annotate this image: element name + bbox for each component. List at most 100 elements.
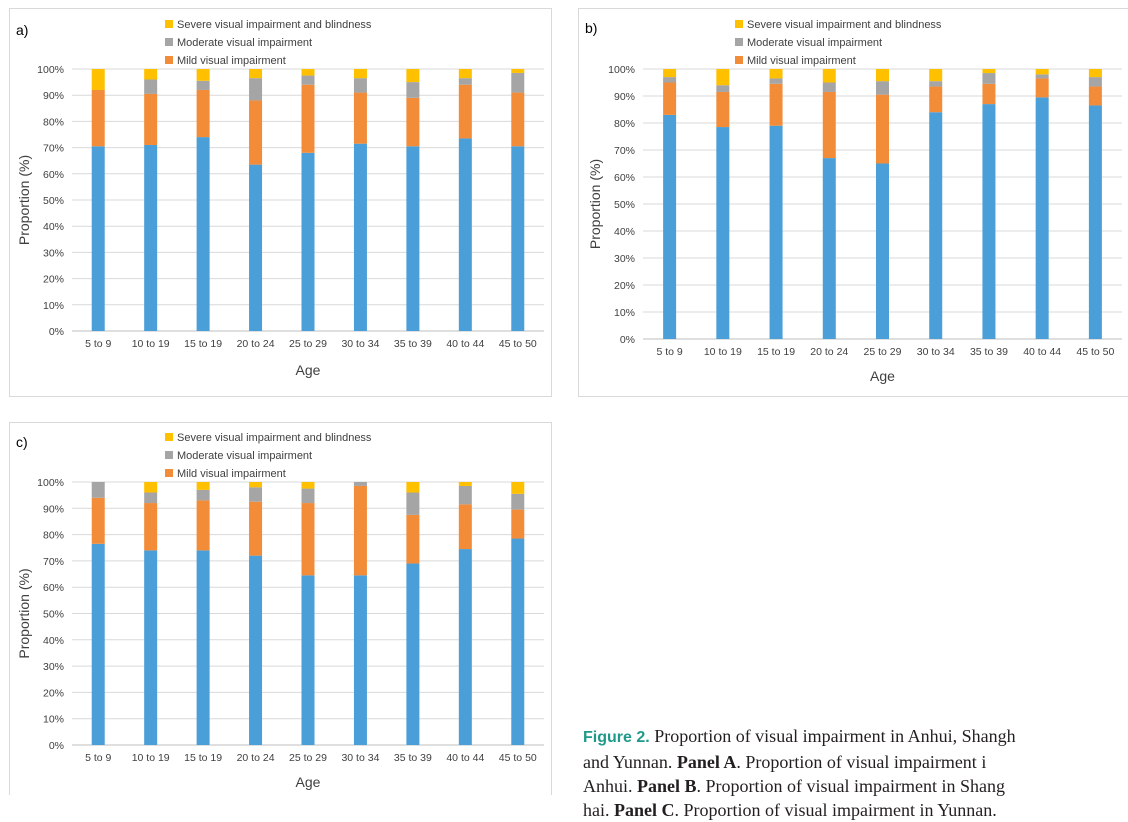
bar-mild — [249, 501, 263, 556]
bar-moderate — [196, 489, 210, 501]
bar-normal — [353, 143, 367, 331]
bar-severe — [511, 482, 525, 494]
bar-moderate — [196, 80, 210, 90]
y-tick-label: 50% — [43, 195, 64, 207]
legend-label-moderate: Moderate visual impairment — [177, 450, 312, 462]
y-tick-label: 70% — [43, 556, 64, 568]
bar-mild — [144, 503, 158, 551]
y-tick-label: 60% — [43, 582, 64, 594]
y-tick-label: 10% — [614, 307, 635, 319]
bar-mild — [822, 91, 836, 159]
y-tick-label: 60% — [614, 172, 635, 184]
bar-moderate — [929, 81, 943, 87]
bar-severe — [353, 69, 367, 79]
bar-moderate — [511, 493, 525, 510]
legend-label-severe: Severe visual impairment and blindness — [747, 19, 942, 31]
y-tick-label: 50% — [43, 609, 64, 621]
bar-moderate — [144, 492, 158, 504]
bar-moderate — [353, 482, 367, 486]
caption-line4-start: hai. — [583, 800, 614, 820]
x-tick-label: 10 to 19 — [704, 346, 742, 358]
legend-swatch-moderate — [165, 38, 173, 46]
y-tick-label: 100% — [608, 64, 635, 76]
x-tick-label: 5 to 9 — [656, 346, 682, 358]
bar-mild — [458, 84, 472, 139]
x-tick-label: 25 to 29 — [289, 752, 327, 764]
bar-normal — [929, 112, 943, 339]
bar-normal — [982, 104, 996, 339]
y-tick-label: 100% — [37, 64, 64, 76]
x-tick-label: 45 to 50 — [1076, 346, 1114, 358]
legend-swatch-severe — [165, 433, 173, 441]
x-tick-label: 10 to 19 — [132, 338, 170, 350]
bar-normal — [91, 146, 105, 331]
bar-severe — [982, 69, 996, 74]
bar-normal — [406, 146, 420, 331]
bar-moderate — [876, 81, 889, 95]
x-tick-label: 15 to 19 — [184, 752, 222, 764]
bar-mild — [406, 97, 420, 147]
x-axis-title: Age — [296, 362, 321, 378]
bar-mild — [511, 92, 525, 147]
y-tick-label: 20% — [43, 274, 64, 286]
y-tick-label: 80% — [614, 118, 635, 130]
bar-mild — [144, 93, 158, 145]
bar-moderate — [769, 78, 783, 84]
bar-normal — [1088, 105, 1102, 339]
y-tick-label: 0% — [620, 334, 635, 346]
bar-mild — [663, 82, 677, 115]
bar-mild — [1035, 78, 1049, 98]
bar-moderate — [822, 82, 836, 92]
bar-severe — [458, 482, 472, 486]
legend-swatch-mild — [735, 56, 743, 64]
bar-moderate — [353, 78, 367, 93]
bar-normal — [458, 549, 472, 745]
caption-line2-end: . Proportion of visual impairment i — [736, 752, 987, 772]
x-tick-label: 30 to 34 — [917, 346, 955, 358]
bar-normal — [196, 137, 210, 331]
x-tick-label: 5 to 9 — [85, 338, 111, 350]
caption-panel-b: Panel B — [637, 776, 697, 796]
y-tick-label: 10% — [43, 300, 64, 312]
figure-label: Figure 2. — [583, 729, 650, 746]
chart-panel-c: c) Severe visual impairment and blindness… — [9, 422, 552, 795]
bar-mild — [458, 504, 472, 550]
bar-moderate — [91, 482, 105, 498]
bar-moderate — [458, 485, 472, 505]
chart-b-svg: b) Severe visual impairment and blindness… — [585, 19, 1122, 384]
bar-severe — [301, 69, 315, 76]
x-tick-label: 40 to 44 — [446, 752, 484, 764]
figure-caption: Figure 2. Proportion of visual impairmen… — [583, 724, 1128, 822]
bar-moderate — [1088, 77, 1102, 87]
x-tick-label: 35 to 39 — [394, 338, 432, 350]
legend-label-mild: Mild visual impairment — [177, 468, 286, 480]
bar-severe — [196, 69, 210, 81]
caption-panel-c: Panel C — [614, 800, 675, 820]
bar-moderate — [406, 492, 420, 515]
x-axis-title: Age — [870, 368, 895, 384]
y-axis-title: Proportion (%) — [16, 568, 32, 658]
bar-normal — [301, 152, 315, 331]
bar-normal — [249, 164, 263, 331]
bar-normal — [1035, 97, 1049, 339]
panel-label-b: b) — [585, 20, 597, 36]
bar-normal — [196, 550, 210, 745]
bar-normal — [511, 538, 525, 745]
legend-swatch-mild — [165, 469, 173, 477]
y-tick-label: 20% — [43, 687, 64, 699]
bar-normal — [663, 114, 677, 340]
bar-normal — [769, 125, 783, 339]
bar-severe — [406, 69, 420, 83]
bar-mild — [406, 514, 420, 564]
bar-normal — [301, 575, 315, 745]
y-tick-label: 10% — [43, 714, 64, 726]
y-tick-label: 40% — [43, 635, 64, 647]
caption-line2-start: and Yunnan. — [583, 752, 677, 772]
y-tick-label: 30% — [43, 247, 64, 259]
bar-severe — [406, 482, 420, 493]
bar-mild — [196, 89, 210, 138]
bar-normal — [353, 575, 367, 745]
y-tick-label: 50% — [614, 199, 635, 211]
x-tick-label: 30 to 34 — [341, 752, 379, 764]
bar-mild — [876, 94, 889, 164]
